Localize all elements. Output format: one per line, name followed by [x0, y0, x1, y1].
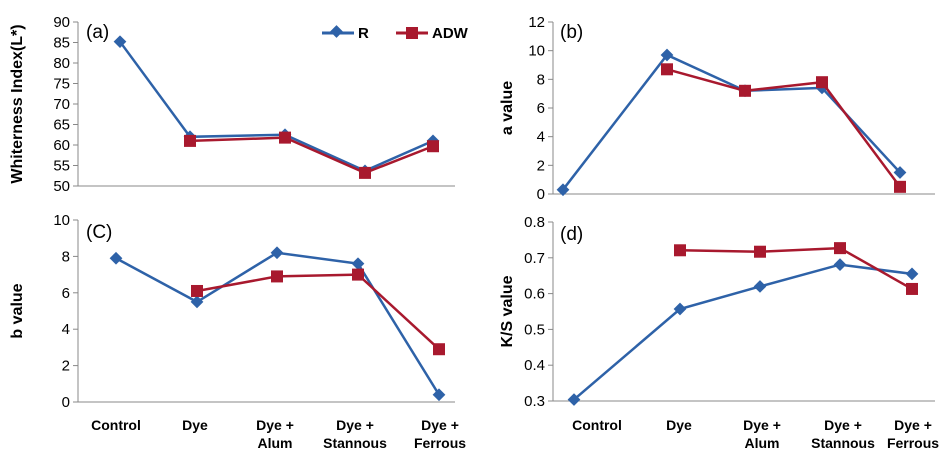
y-tick-label: 55: [53, 158, 70, 175]
panel-label: (d): [560, 224, 583, 245]
data-point-adw: [279, 131, 291, 144]
data-point-r: [432, 388, 446, 402]
chart-panel-3: 0 2 4 6 8 10 b value (C): [9, 212, 455, 411]
y-tick-label: 85: [53, 35, 70, 52]
x-category-label: Ferrous: [887, 435, 939, 451]
y-tick-label: 8: [537, 71, 545, 88]
y-axis-title: a value: [499, 81, 516, 135]
y-tick-label: 10: [53, 212, 70, 229]
y-tick-label: 6: [537, 100, 545, 117]
panel-label: (a): [86, 22, 109, 43]
y-tick-label: 50: [53, 178, 70, 195]
legend-item-adw: ADW: [396, 25, 469, 42]
data-point-adw: [816, 76, 828, 89]
data-point-adw: [739, 84, 751, 97]
data-point-adw: [352, 268, 364, 281]
y-tick-label: 0.7: [524, 250, 545, 267]
y-axis-title: K/S value: [499, 275, 516, 347]
y-tick-label: 0.4: [524, 357, 545, 374]
y-tick-label: 6: [62, 285, 70, 302]
y-axis-title: Whiterness Index(L*): [9, 24, 26, 183]
x-category-label: Ferrous: [414, 435, 466, 451]
series-line-adw: [189, 136, 434, 175]
data-point-adw: [427, 140, 439, 153]
data-point-adw: [271, 270, 283, 283]
legend-item-r: R: [322, 25, 369, 42]
chart-panel-2: 0 2 4 6 8 10 12 a value (b): [499, 14, 935, 203]
data-point-adw: [184, 134, 196, 147]
series-line-adw: [196, 273, 440, 351]
legend-label-r: R: [358, 25, 369, 42]
legend-marker-r: [330, 25, 343, 38]
x-category-label: Dye: [666, 417, 692, 433]
data-point-adw: [674, 244, 686, 257]
data-point-adw: [894, 180, 906, 193]
y-tick-label: 2: [62, 358, 70, 375]
y-tick-label: 70: [53, 96, 70, 113]
x-category-label: Control: [572, 417, 622, 433]
panel-label: (b): [560, 22, 583, 43]
data-point-adw: [661, 63, 673, 76]
y-tick-label: 0: [62, 394, 70, 411]
data-point-adw: [433, 343, 445, 356]
y-tick-label: 2: [537, 157, 545, 174]
series-line-adw: [666, 68, 902, 188]
y-tick-label: 80: [53, 55, 70, 72]
y-tick-label: 0: [537, 186, 545, 203]
x-category-label: Dye +: [256, 417, 294, 433]
y-tick-label: 65: [53, 117, 70, 134]
x-category-label: Dye +: [894, 417, 932, 433]
series-line-adw: [679, 246, 913, 291]
legend-marker-adw: [406, 27, 418, 39]
data-point-r: [270, 246, 284, 260]
chart-panel-1: 50 55 60 65 70 75 80 85 90 Whiterness Index(L*) (a…: [9, 14, 455, 195]
y-tick-label: 0.5: [524, 321, 545, 338]
y-tick-label: 4: [62, 321, 70, 338]
legend-label-adw: ADW: [432, 25, 469, 42]
x-category-label: Dye +: [421, 417, 459, 433]
data-point-adw: [191, 284, 203, 297]
data-point-r: [190, 295, 204, 309]
data-point-adw: [359, 166, 371, 179]
y-axis-title: b value: [9, 283, 26, 338]
data-point-r: [351, 257, 365, 271]
y-tick-label: 12: [528, 14, 545, 31]
data-point-adw: [754, 245, 766, 258]
legend: R ADW: [322, 25, 469, 42]
y-tick-label: 0.6: [524, 286, 545, 303]
y-tick-label: 75: [53, 76, 70, 93]
data-point-adw: [906, 282, 918, 295]
y-tick-label: 8: [62, 248, 70, 265]
y-tick-label: 4: [537, 129, 545, 146]
x-category-label: Control: [91, 417, 141, 433]
x-category-label: Stannous: [323, 435, 387, 451]
y-tick-label: 60: [53, 137, 70, 154]
x-category-label: Alum: [745, 435, 780, 451]
panel-label: (C): [86, 222, 112, 243]
x-category-label: Dye +: [336, 417, 374, 433]
x-category-label: Dye +: [824, 417, 862, 433]
y-tick-label: 0.3: [524, 393, 545, 410]
data-point-r: [109, 251, 123, 265]
data-point-adw: [834, 242, 846, 255]
y-tick-label: 10: [528, 43, 545, 60]
x-category-label: Stannous: [811, 435, 875, 451]
x-category-label: Alum: [258, 435, 293, 451]
y-tick-label: 0.8: [524, 214, 545, 231]
x-category-label: Dye: [182, 417, 208, 433]
y-tick-label: 90: [53, 14, 70, 31]
x-category-label: Dye +: [743, 417, 781, 433]
